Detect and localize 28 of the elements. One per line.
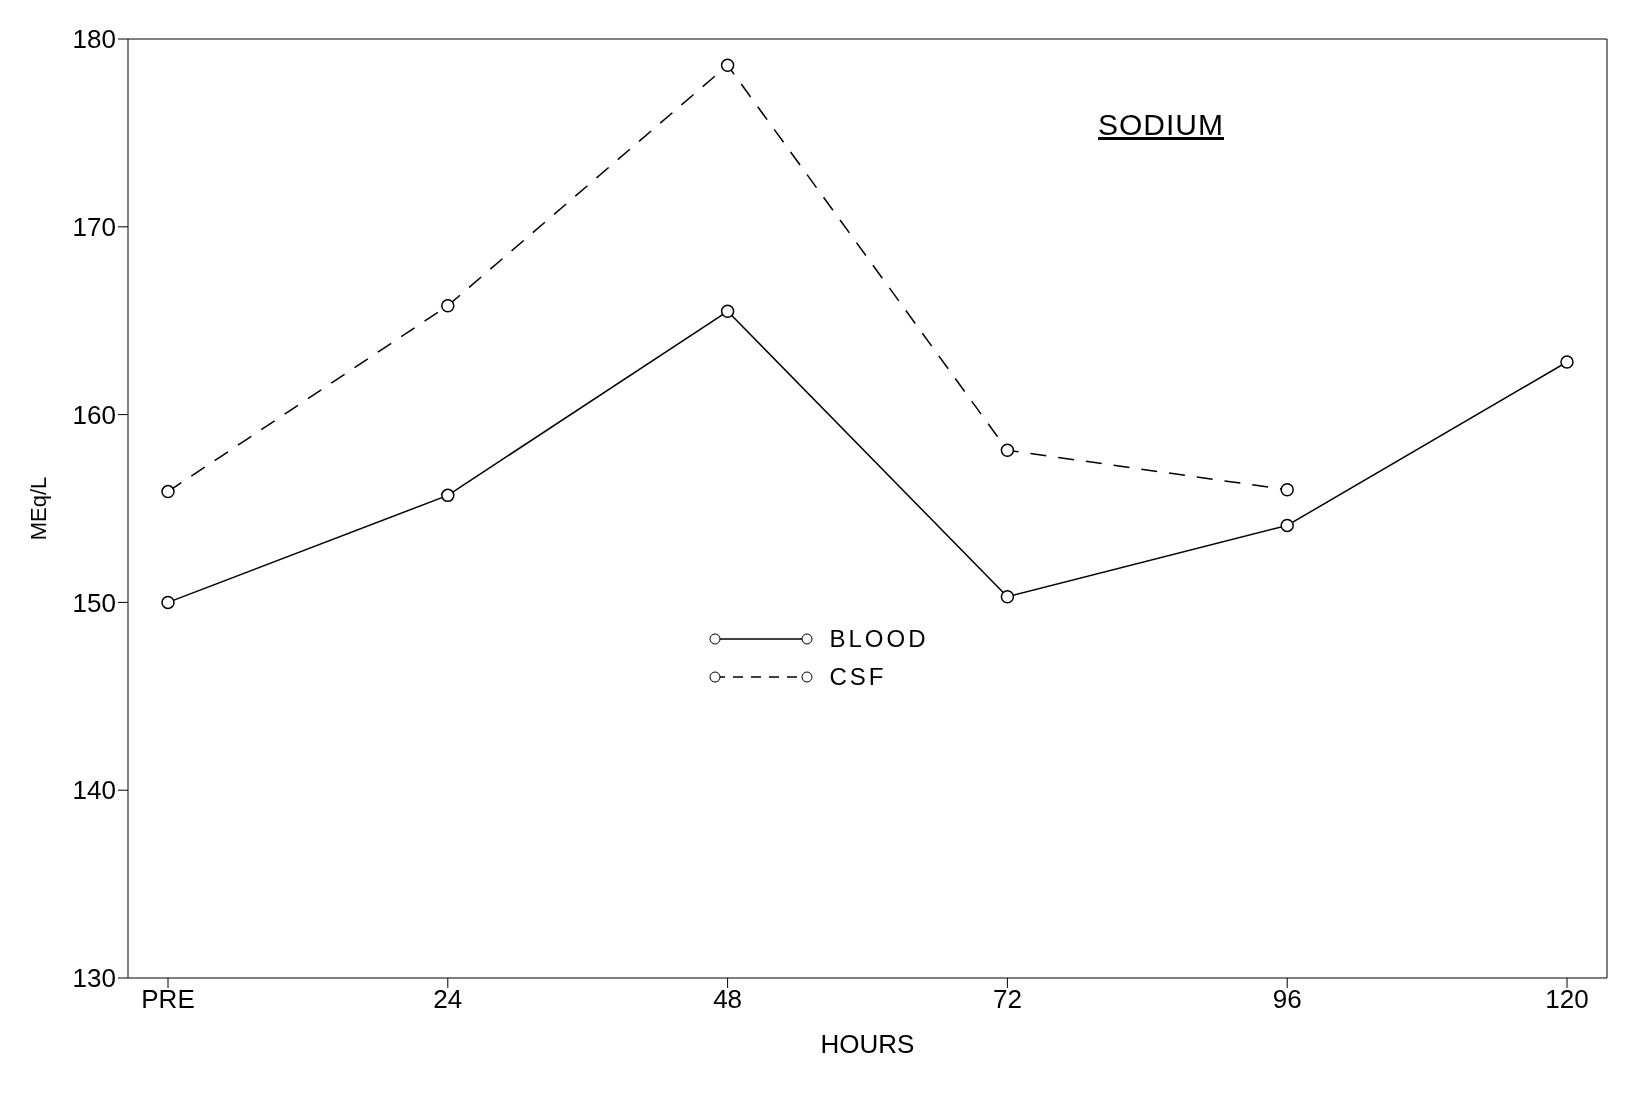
point [1000,590,1015,604]
point [441,488,455,503]
point [720,304,735,319]
y-axis-title: MEq/L [25,476,51,541]
point [161,595,175,610]
point [720,58,735,73]
legend-label: CSF [829,663,887,691]
point [1280,518,1294,533]
point [1000,443,1015,458]
x-tick-label: 96 [1272,984,1302,1015]
y-tick-label: 180 [72,24,116,55]
y-tick-label: 130 [72,963,116,994]
x-tick-label: 24 [433,984,463,1015]
point [1280,482,1294,497]
y-tick-label: 140 [72,775,116,806]
x-tick-label: PRE [141,984,195,1015]
y-tick-label: 170 [72,212,116,243]
y-tick-label: 150 [72,587,116,618]
y-tick-label: 160 [72,399,116,430]
point [161,484,175,499]
x-axis-title: HOURS [820,1029,915,1059]
point [1560,355,1574,369]
x-tick-label: 120 [1545,984,1589,1015]
x-tick-label: 48 [713,984,743,1015]
point [441,298,455,313]
legend-label: BLOOD [829,625,929,653]
text: SODIUM [1098,108,1224,142]
x-tick-label: 72 [992,984,1022,1015]
